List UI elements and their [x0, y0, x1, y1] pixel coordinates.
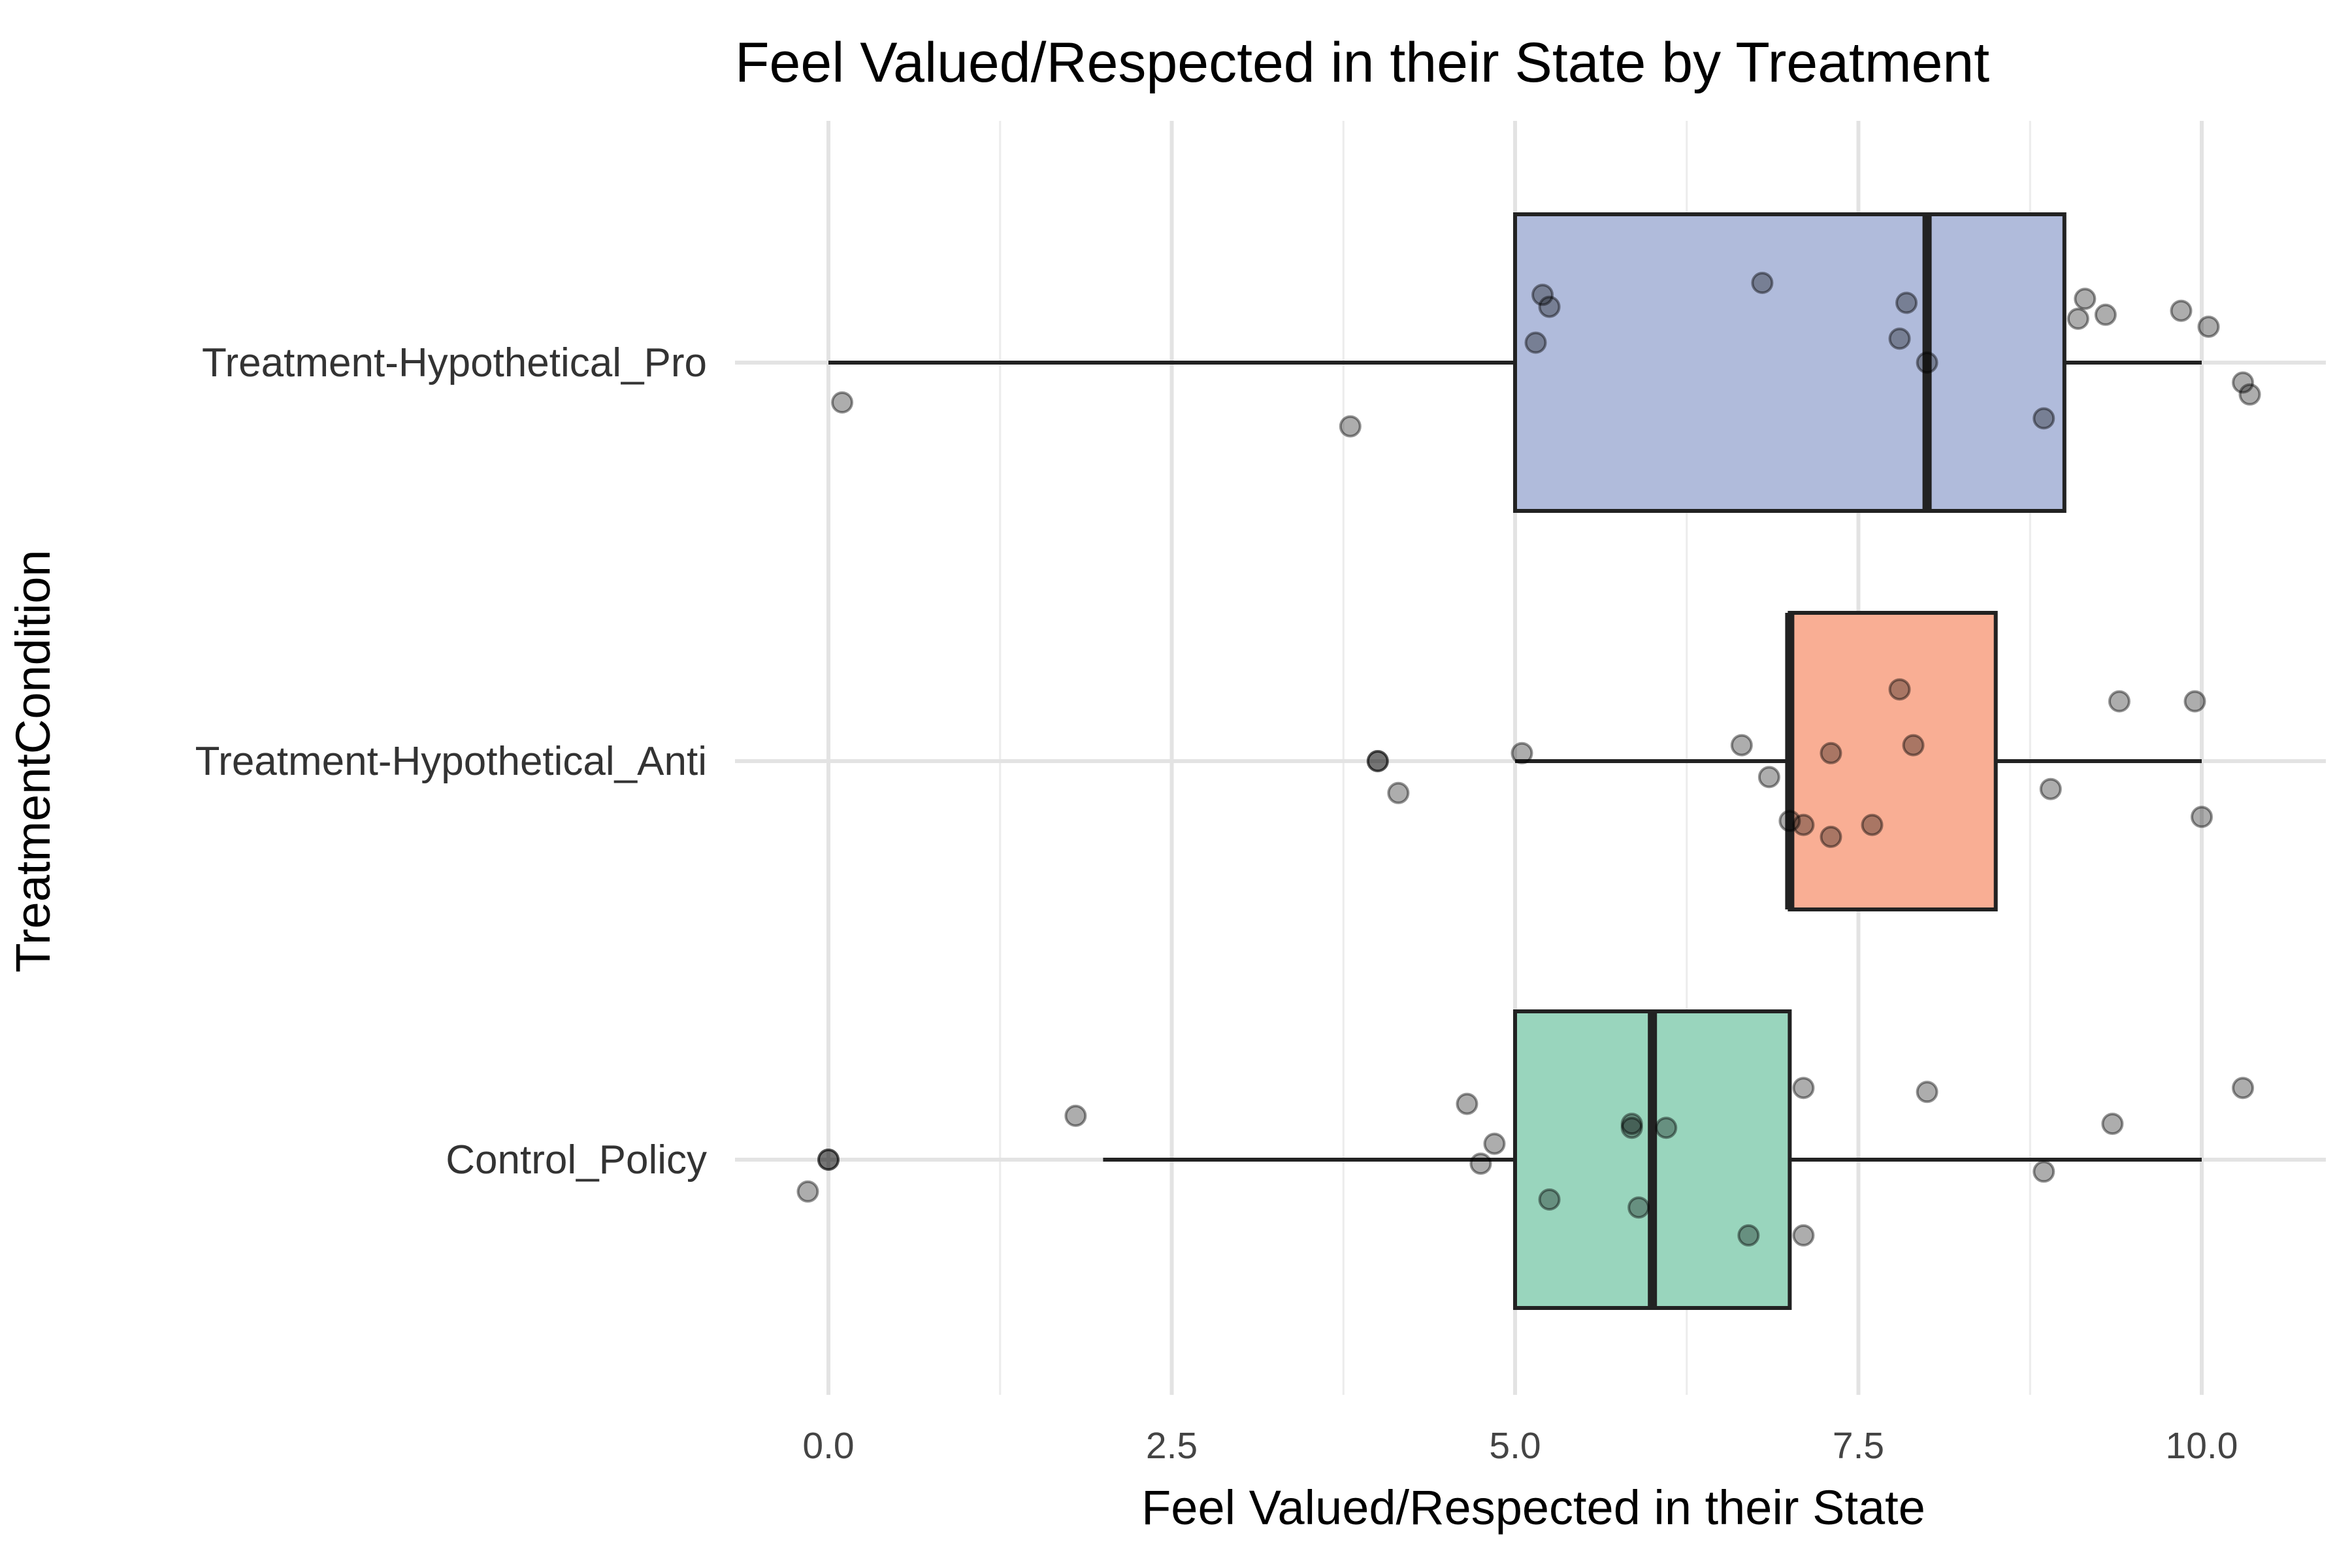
data-point — [1620, 1117, 1643, 1139]
data-point — [1531, 284, 1554, 306]
x-tick-label: 2.5 — [1146, 1425, 1198, 1467]
data-point — [831, 391, 854, 414]
data-point — [2197, 316, 2220, 338]
x-axis-ticks: 0.0 2.5 5.0 7.5 10.0 — [802, 1425, 2238, 1467]
data-point — [1778, 809, 1801, 832]
category-label: Treatment-Hypothetical_Anti — [195, 739, 707, 784]
data-point — [1916, 1081, 1938, 1103]
data-point — [1737, 1224, 1760, 1247]
data-point — [2094, 303, 2117, 326]
data-point — [1064, 1104, 1087, 1127]
data-point — [2238, 383, 2261, 406]
data-point — [1820, 742, 1842, 764]
data-point — [1792, 1077, 1815, 1100]
x-axis-title: Feel Valued/Respected in their State — [1141, 1480, 1925, 1535]
data-point — [1916, 351, 1938, 374]
data-point — [2108, 690, 2131, 713]
data-point — [1895, 291, 1918, 314]
data-point — [2033, 407, 2055, 430]
data-point — [2033, 1160, 2055, 1183]
data-point — [817, 1149, 840, 1171]
data-point — [1820, 825, 1842, 848]
data-point — [1538, 1188, 1561, 1211]
data-point — [1792, 813, 1815, 836]
data-point — [796, 1180, 819, 1203]
box-iqr — [1513, 212, 2066, 513]
data-point — [2101, 1113, 2124, 1135]
category-label: Treatment-Hypothetical_Pro — [202, 340, 707, 385]
data-point — [2232, 1077, 2255, 1100]
data-point — [1655, 1117, 1678, 1139]
data-point — [1757, 766, 1780, 789]
data-point — [1366, 750, 1389, 772]
data-point — [1888, 678, 1911, 701]
data-point — [2232, 371, 2255, 394]
data-point — [817, 1149, 840, 1171]
data-point — [2170, 299, 2193, 322]
data-point — [1792, 1224, 1815, 1247]
data-point — [1627, 1196, 1650, 1219]
data-point — [1888, 327, 1911, 350]
data-point — [1620, 1113, 1643, 1135]
x-tick-label: 7.5 — [1833, 1425, 1884, 1467]
chart-title: Feel Valued/Respected in their State by … — [735, 31, 1989, 94]
boxes — [828, 212, 2202, 1310]
box-iqr — [1788, 611, 1998, 911]
data-point — [1751, 272, 1774, 294]
data-point — [1456, 1092, 1478, 1115]
y-axis-title: TreatmentCondition — [6, 549, 60, 972]
data-point — [2039, 777, 2062, 800]
category-label: Control_Policy — [446, 1137, 707, 1183]
data-point — [1730, 734, 1753, 757]
data-point — [2074, 287, 2097, 310]
data-point — [2066, 307, 2089, 330]
data-point — [2191, 806, 2213, 828]
data-point — [1511, 742, 1533, 764]
x-tick-label: 5.0 — [1489, 1425, 1541, 1467]
data-point — [1387, 781, 1410, 804]
data-point — [1861, 813, 1884, 836]
data-points — [796, 272, 2261, 1247]
data-point — [1902, 734, 1925, 757]
x-tick-label: 0.0 — [802, 1425, 854, 1467]
data-point — [1469, 1152, 1492, 1175]
data-point — [1524, 331, 1547, 354]
data-point — [1366, 750, 1389, 772]
data-point — [2183, 690, 2206, 713]
y-axis-categories: Treatment-Hypothetical_Pro Treatment-Hypo… — [195, 340, 707, 1183]
data-point — [1339, 415, 1362, 438]
data-point — [1483, 1132, 1506, 1155]
x-tick-label: 10.0 — [2166, 1425, 2238, 1467]
data-point — [1538, 295, 1561, 318]
